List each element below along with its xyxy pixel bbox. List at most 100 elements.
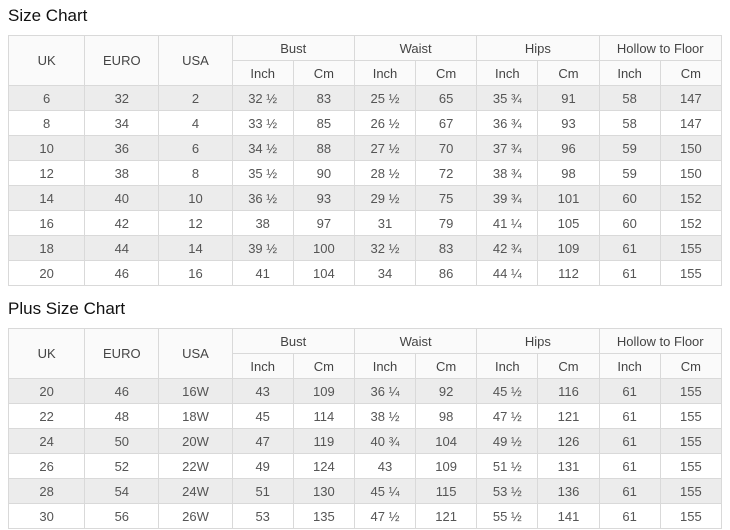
table-cell: 131 — [537, 453, 600, 479]
table-cell: 147 — [659, 110, 723, 136]
table-cell: 155 — [659, 260, 723, 286]
table-cell: 141 — [537, 503, 600, 529]
table-row: 24 50 20W 47 119 40 ¾ 104 49 ½ 126 61 155 — [7, 428, 723, 454]
table-cell: 49 — [231, 453, 294, 479]
unit-header: Cm — [415, 60, 478, 86]
table-cell: 8 — [7, 110, 86, 136]
table-cell: 36 ½ — [231, 185, 294, 211]
unit-header: Cm — [537, 353, 600, 379]
table-cell: 136 — [537, 478, 600, 504]
table-cell: 109 — [292, 378, 355, 404]
table-cell: 32 ½ — [353, 235, 417, 261]
table-row: 12 38 8 35 ½ 90 28 ½ 72 38 ¾ 98 59 150 — [7, 160, 723, 186]
size-chart-table: UK EURO USA Bust Waist Hips Hollow to Floor Inc… — [7, 35, 723, 286]
table-cell: 2 — [158, 85, 233, 111]
column-group-header: Bust — [231, 328, 355, 354]
table-cell: 119 — [292, 428, 355, 454]
table-row: 6 32 2 32 ½ 83 25 ½ 65 35 ¾ 91 58 147 — [7, 85, 723, 111]
table-cell: 34 — [84, 110, 160, 136]
table-cell: 109 — [415, 453, 478, 479]
table-cell: 51 ½ — [476, 453, 539, 479]
table-cell: 28 ½ — [353, 160, 417, 186]
table-cell: 72 — [415, 160, 478, 186]
table-cell: 124 — [292, 453, 355, 479]
table-cell: 67 — [415, 110, 478, 136]
table-row: 30 56 26W 53 135 47 ½ 121 55 ½ 141 61 155 — [7, 503, 723, 529]
table-cell: 34 ½ — [231, 135, 294, 161]
table-cell: 121 — [537, 403, 600, 429]
table-cell: 104 — [292, 260, 355, 286]
unit-header: Inch — [231, 353, 294, 379]
table-cell: 92 — [415, 378, 478, 404]
table-cell: 22 — [7, 403, 86, 429]
table-cell: 50 — [84, 428, 160, 454]
table-cell: 61 — [598, 378, 661, 404]
table-cell: 42 — [84, 210, 160, 236]
table-cell: 46 — [84, 260, 160, 286]
unit-header: Inch — [353, 353, 417, 379]
table-cell: 40 ¾ — [353, 428, 417, 454]
column-group-header: Hips — [476, 328, 600, 354]
table-cell: 27 ½ — [353, 135, 417, 161]
table-cell: 65 — [415, 85, 478, 111]
table-cell: 41 ¼ — [476, 210, 539, 236]
unit-header: Inch — [353, 60, 417, 86]
table-cell: 45 ¼ — [353, 478, 417, 504]
table-cell: 75 — [415, 185, 478, 211]
table-cell: 116 — [537, 378, 600, 404]
table-cell: 31 — [353, 210, 417, 236]
table-cell: 83 — [292, 85, 355, 111]
table-cell: 30 — [7, 503, 86, 529]
table-cell: 115 — [415, 478, 478, 504]
table-cell: 135 — [292, 503, 355, 529]
unit-header: Cm — [537, 60, 600, 86]
table-cell: 47 ½ — [476, 403, 539, 429]
table-cell: 91 — [537, 85, 600, 111]
table-cell: 36 — [84, 135, 160, 161]
table-cell: 29 ½ — [353, 185, 417, 211]
column-group-header: EURO — [84, 328, 160, 379]
table-cell: 16 — [158, 260, 233, 286]
table-cell: 98 — [537, 160, 600, 186]
table-cell: 36 ¼ — [353, 378, 417, 404]
table-row: 14 40 10 36 ½ 93 29 ½ 75 39 ¾ 101 60 152 — [7, 185, 723, 211]
table-cell: 44 — [84, 235, 160, 261]
column-group-header: UK — [7, 328, 86, 379]
table-cell: 26 — [7, 453, 86, 479]
table-cell: 112 — [537, 260, 600, 286]
table-row: 20 46 16 41 104 34 86 44 ¼ 112 61 155 — [7, 260, 723, 286]
table-cell: 38 ½ — [353, 403, 417, 429]
table-cell: 6 — [158, 135, 233, 161]
column-group-header: Bust — [231, 35, 355, 61]
table-cell: 59 — [598, 160, 661, 186]
table-cell: 104 — [415, 428, 478, 454]
unit-header: Cm — [659, 60, 723, 86]
table-cell: 61 — [598, 428, 661, 454]
table-row: 18 44 14 39 ½ 100 32 ½ 83 42 ¾ 109 61 155 — [7, 235, 723, 261]
table-cell: 155 — [659, 478, 723, 504]
column-group-header: Hollow to Floor — [598, 328, 723, 354]
table-cell: 14 — [158, 235, 233, 261]
table-cell: 42 ¾ — [476, 235, 539, 261]
table-cell: 39 ½ — [231, 235, 294, 261]
table-cell: 18 — [7, 235, 86, 261]
table-cell: 26 ½ — [353, 110, 417, 136]
column-group-header: UK — [7, 35, 86, 86]
table-cell: 35 ½ — [231, 160, 294, 186]
table-cell: 52 — [84, 453, 160, 479]
table-cell: 45 ½ — [476, 378, 539, 404]
table-cell: 12 — [7, 160, 86, 186]
size-chart-title: Size Chart — [8, 6, 88, 25]
column-group-header: Waist — [353, 328, 478, 354]
table-cell: 20 — [7, 378, 86, 404]
table-cell: 101 — [537, 185, 600, 211]
table-cell: 16 — [7, 210, 86, 236]
table-cell: 33 ½ — [231, 110, 294, 136]
table-cell: 100 — [292, 235, 355, 261]
column-group-header: USA — [158, 35, 233, 86]
table-cell: 79 — [415, 210, 478, 236]
table-cell: 155 — [659, 428, 723, 454]
table-row: 20 46 16W 43 109 36 ¼ 92 45 ½ 116 61 155 — [7, 378, 723, 404]
table-cell: 47 — [231, 428, 294, 454]
